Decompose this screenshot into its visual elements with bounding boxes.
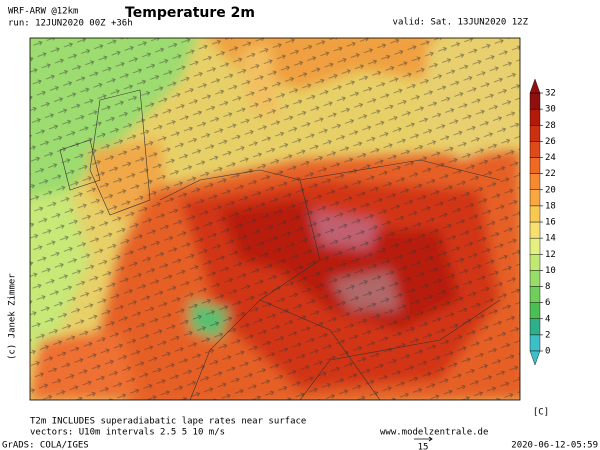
timestamp: 2020-06-12-05:59 — [511, 441, 598, 450]
colorbar-top — [529, 78, 541, 94]
colorbar-segment — [529, 254, 541, 271]
colorbar-segment — [529, 92, 541, 110]
credit: (c) Janek Zimmer — [8, 273, 18, 360]
colorbar-segment — [529, 125, 541, 142]
note: T2m INCLUDES superadiabatic lape rates n… — [30, 417, 306, 427]
website: www.modelzentrale.de — [380, 428, 488, 438]
colorbar-segment — [529, 270, 541, 287]
colorbar-label: 8 — [545, 282, 550, 292]
colorbar-label: 14 — [545, 234, 556, 244]
colorbar-segment — [529, 302, 541, 319]
colorbar-label: 4 — [545, 314, 550, 324]
colorbar-label: 26 — [545, 137, 556, 147]
colorbar-segment — [529, 205, 541, 223]
colorbar-label: 28 — [545, 121, 556, 131]
colorbar-segment — [529, 157, 541, 174]
title: Temperature 2m — [125, 5, 255, 21]
colorbar-label: 32 — [545, 89, 556, 99]
colorbar-segment — [529, 173, 541, 190]
model-label: WRF-ARW @12km — [8, 7, 78, 17]
colorbar-label: 22 — [545, 169, 556, 179]
colorbar-label: 20 — [545, 185, 556, 195]
colorbar-segment — [529, 334, 541, 352]
map — [30, 38, 520, 400]
colorbar-segment — [529, 189, 541, 207]
colorbar-label: 6 — [545, 298, 550, 308]
arrow-label: 15 — [418, 443, 429, 450]
colorbar-segment — [529, 286, 541, 303]
run-label: run: 12JUN2020 00Z +36h — [8, 19, 133, 29]
colorbar-label: 0 — [545, 347, 550, 357]
ref-arrow — [414, 436, 433, 442]
valid-label: valid: Sat. 13JUN2020 12Z — [393, 18, 529, 28]
vectors-label: vectors: U10m intervals 2.5 5 10 m/s — [30, 428, 225, 438]
colorbar-label: 10 — [545, 266, 556, 276]
grads-label: GrADS: COLA/IGES — [2, 441, 89, 450]
colorbar-label: 24 — [545, 153, 556, 163]
colorbar-label: 30 — [545, 105, 556, 115]
colorbar-bottom — [529, 350, 541, 366]
colorbar-segment — [529, 221, 541, 239]
colorbar-segment — [529, 237, 541, 255]
map-frame — [29, 37, 521, 401]
colorbar-segment — [529, 108, 541, 126]
colorbar-segment — [529, 141, 541, 158]
colorbar-label: 18 — [545, 201, 556, 211]
colorbar-label: 16 — [545, 218, 556, 228]
unit-label: [C] — [533, 408, 549, 418]
colorbar-label: 12 — [545, 250, 556, 260]
colorbar-segment — [529, 318, 541, 336]
colorbar-label: 2 — [545, 330, 550, 340]
